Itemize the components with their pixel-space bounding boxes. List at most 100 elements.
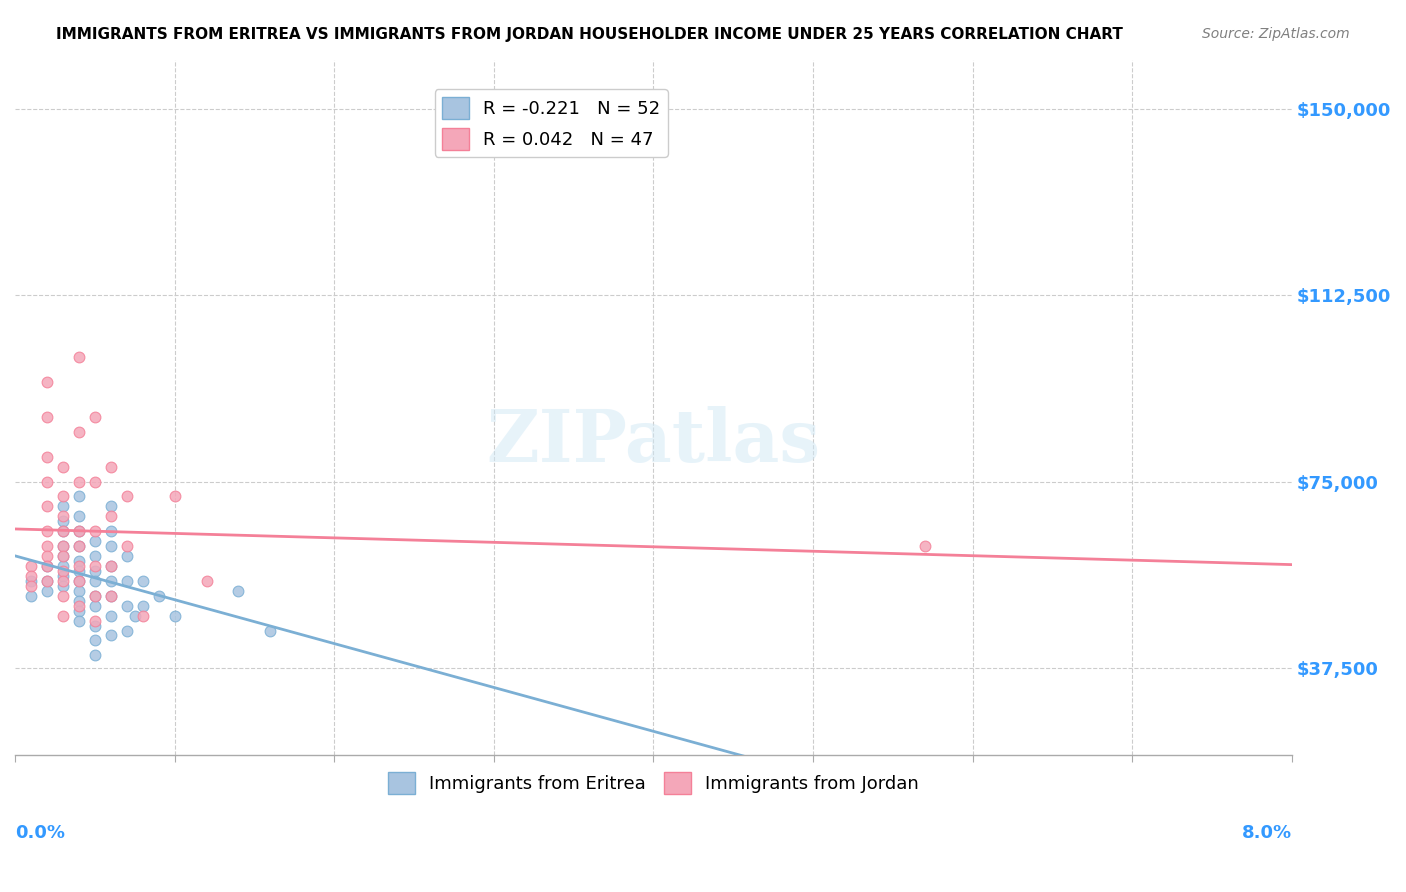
Point: [67, 614, 90, 628]
Point: [83, 648, 105, 663]
Point: [52, 490, 75, 504]
Point: [131, 574, 153, 588]
Point: [115, 490, 138, 504]
Point: [52, 524, 75, 539]
Point: [83, 589, 105, 603]
Text: ZIPatlas: ZIPatlas: [486, 407, 821, 477]
Point: [35, 539, 58, 553]
Text: 0.0%: 0.0%: [15, 824, 65, 842]
Point: [83, 618, 105, 632]
Point: [67, 475, 90, 489]
Point: [83, 614, 105, 628]
Point: [163, 608, 186, 623]
Point: [83, 633, 105, 648]
Point: [124, 608, 146, 623]
Point: [100, 500, 122, 514]
Point: [115, 624, 138, 638]
Text: Source: ZipAtlas.com: Source: ZipAtlas.com: [1202, 27, 1350, 41]
Point: [100, 539, 122, 553]
Point: [100, 589, 122, 603]
Point: [131, 599, 153, 613]
Point: [83, 410, 105, 425]
Point: [67, 509, 90, 524]
Point: [35, 559, 58, 574]
Point: [100, 608, 122, 623]
Point: [52, 524, 75, 539]
Point: [67, 599, 90, 613]
Point: [67, 574, 90, 588]
Point: [67, 554, 90, 568]
Point: [67, 604, 90, 618]
Point: [100, 628, 122, 642]
Point: [83, 599, 105, 613]
Point: [100, 524, 122, 539]
Point: [67, 574, 90, 588]
Point: [259, 624, 281, 638]
Point: [52, 500, 75, 514]
Point: [115, 539, 138, 553]
Point: [195, 574, 218, 588]
Point: [35, 549, 58, 563]
Point: [67, 564, 90, 578]
Point: [228, 583, 250, 598]
Point: [52, 608, 75, 623]
Point: [67, 593, 90, 607]
Point: [35, 574, 58, 588]
Point: [35, 524, 58, 539]
Point: [52, 579, 75, 593]
Point: [52, 559, 75, 574]
Point: [100, 459, 122, 474]
Point: [914, 539, 936, 553]
Point: [83, 564, 105, 578]
Point: [100, 559, 122, 574]
Point: [83, 559, 105, 574]
Point: [67, 524, 90, 539]
Point: [163, 490, 186, 504]
Point: [52, 569, 75, 583]
Point: [35, 376, 58, 390]
Point: [20, 589, 42, 603]
Point: [115, 599, 138, 613]
Point: [67, 351, 90, 365]
Point: [67, 583, 90, 598]
Point: [35, 559, 58, 574]
Point: [20, 569, 42, 583]
Point: [115, 549, 138, 563]
Point: [83, 475, 105, 489]
Point: [67, 425, 90, 439]
Point: [83, 524, 105, 539]
Point: [83, 549, 105, 563]
Point: [20, 574, 42, 588]
Point: [115, 574, 138, 588]
Point: [83, 534, 105, 549]
Point: [52, 549, 75, 563]
Point: [20, 579, 42, 593]
Point: [35, 450, 58, 464]
Point: [67, 559, 90, 574]
Point: [83, 574, 105, 588]
Legend: R = -0.221   N = 52, R = 0.042   N = 47: R = -0.221 N = 52, R = 0.042 N = 47: [434, 89, 668, 157]
Point: [52, 549, 75, 563]
Point: [100, 509, 122, 524]
Point: [20, 559, 42, 574]
Point: [35, 410, 58, 425]
Point: [52, 574, 75, 588]
Point: [131, 608, 153, 623]
Point: [52, 539, 75, 553]
Point: [100, 574, 122, 588]
Point: [52, 589, 75, 603]
Point: [52, 514, 75, 528]
Point: [100, 559, 122, 574]
Point: [52, 564, 75, 578]
Point: [148, 589, 170, 603]
Point: [67, 539, 90, 553]
Point: [83, 589, 105, 603]
Point: [35, 500, 58, 514]
Point: [52, 459, 75, 474]
Text: 8.0%: 8.0%: [1241, 824, 1292, 842]
Point: [100, 589, 122, 603]
Point: [35, 475, 58, 489]
Point: [35, 574, 58, 588]
Point: [35, 583, 58, 598]
Point: [52, 539, 75, 553]
